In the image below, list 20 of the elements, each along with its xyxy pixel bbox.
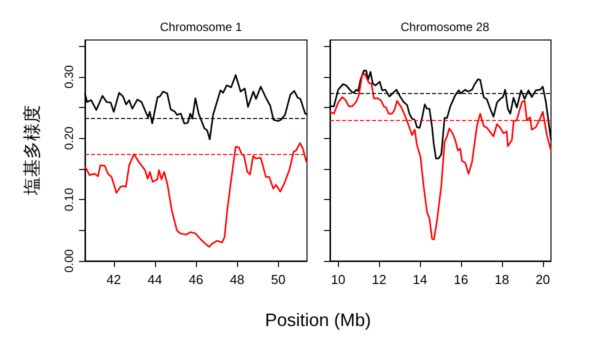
y-tick-label: 0.30	[62, 64, 76, 89]
x-tick-label: 12	[372, 272, 386, 287]
x-tick-label: 50	[270, 272, 286, 287]
x-tick-label: 16	[454, 272, 468, 287]
chart-title: Chromosome 1	[160, 20, 242, 34]
x-tick-label: 42	[106, 272, 122, 287]
x-tick-label: 10	[330, 272, 346, 287]
x-tick-label: 44	[148, 272, 162, 287]
chart-title: Chromosome 28	[400, 20, 490, 34]
x-tick-label: 18	[494, 272, 510, 287]
x-tick-label: 48	[230, 272, 244, 287]
x-axis-title: Position (Mb)	[264, 310, 372, 331]
y-tick-label: 0.10	[62, 188, 76, 212]
y-tick-label: 0.20	[62, 126, 76, 150]
x-tick-label: 46	[188, 272, 204, 287]
x-tick-label: 14	[412, 272, 428, 287]
x-tick-label: 20	[536, 272, 550, 287]
y-tick-label: 0.00	[62, 249, 76, 273]
y-axis-title: 塩基多様度	[21, 105, 44, 195]
line-series	[84, 142, 308, 248]
